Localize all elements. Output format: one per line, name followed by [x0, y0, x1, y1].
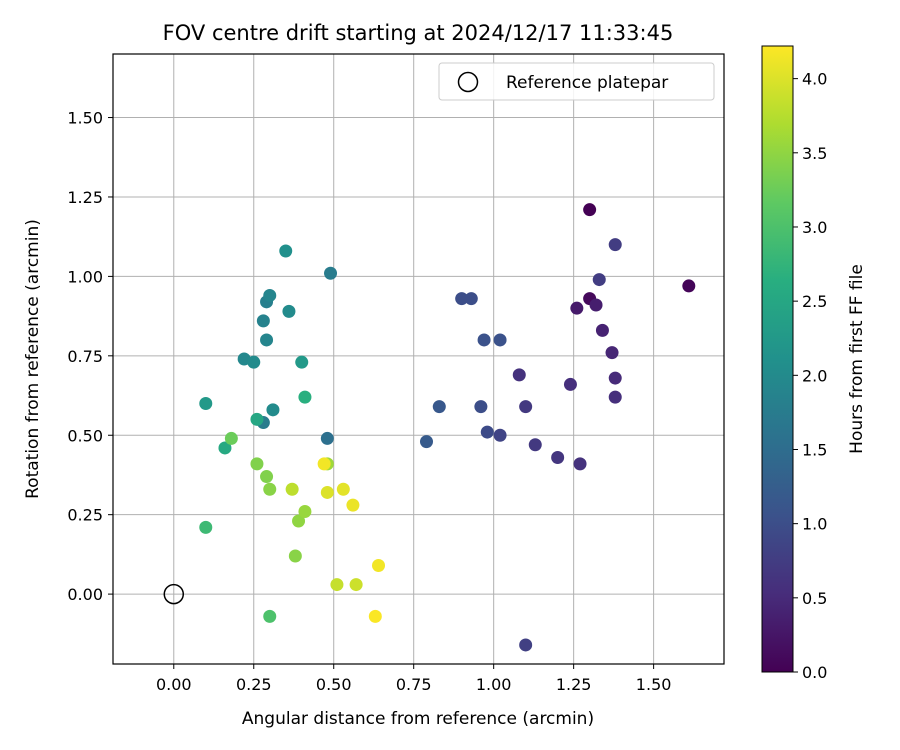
y-tick-label: 0.50	[67, 426, 103, 445]
data-point	[608, 371, 622, 385]
data-point	[199, 520, 213, 534]
data-point	[608, 238, 622, 252]
data-point	[324, 266, 338, 280]
data-point	[218, 441, 232, 455]
data-point	[263, 288, 277, 302]
legend-box	[438, 62, 715, 101]
data-point	[266, 403, 280, 417]
data-point	[250, 412, 264, 426]
data-point	[295, 355, 309, 369]
plot-frame	[112, 53, 725, 665]
data-point	[512, 368, 526, 382]
data-point	[292, 514, 306, 528]
data-point	[288, 549, 302, 563]
data-point	[346, 498, 360, 512]
data-point	[263, 482, 277, 496]
data-point	[519, 400, 533, 414]
data-point	[493, 333, 507, 347]
x-tick-label: 0.75	[396, 675, 432, 694]
data-point	[298, 390, 312, 404]
data-point	[260, 333, 274, 347]
colorbar-tick-label: 0.5	[802, 589, 827, 608]
data-point	[519, 638, 533, 652]
data-point	[595, 323, 609, 337]
y-axis-ticks: 0.00 0.25 0.50 0.75 1.00 1.25 1.50	[67, 109, 113, 604]
legend: Reference platepar	[438, 62, 715, 101]
data-point	[224, 431, 238, 445]
y-axis-label: Rotation from reference (arcmin)	[23, 219, 43, 499]
data-point	[263, 609, 277, 623]
colorbar-label: Hours from first FF file	[847, 264, 867, 454]
data-point	[419, 435, 433, 449]
data-point	[368, 609, 382, 623]
legend-entry-reference: Reference platepar	[506, 73, 668, 93]
data-point	[477, 333, 491, 347]
data-point	[317, 457, 331, 471]
data-point	[592, 273, 606, 287]
colorbar-tick-label: 1.5	[802, 440, 827, 459]
data-point	[279, 244, 293, 258]
x-tick-label: 1.00	[476, 675, 512, 694]
data-point	[589, 298, 603, 312]
data-point	[320, 431, 334, 445]
data-point	[298, 505, 312, 518]
data-point	[330, 578, 344, 592]
data-point	[493, 428, 507, 442]
x-tick-label: 1.25	[556, 675, 592, 694]
colorbar-tick-label: 2.0	[802, 366, 827, 385]
colorbar-tick-label: 2.5	[802, 292, 827, 311]
data-point	[682, 279, 696, 293]
data-point	[432, 400, 446, 414]
reference-platepar-marker	[163, 583, 185, 605]
legend-reference-marker	[457, 71, 479, 93]
data-point	[608, 390, 622, 404]
colorbar-ticks: 0.0 0.5 1.0 1.5 2.0 2.5 3.0 3.5 4.0	[793, 70, 827, 682]
chart-title: FOV centre drift starting at 2024/12/17 …	[163, 21, 674, 45]
colorbar-tick-label: 0.0	[802, 663, 827, 682]
data-point	[474, 400, 488, 414]
data-point	[480, 425, 494, 439]
y-tick-label: 0.75	[67, 347, 103, 366]
data-point	[349, 578, 363, 592]
y-tick-label: 0.00	[67, 585, 103, 604]
colorbar-tick-label: 1.0	[802, 515, 827, 534]
data-points	[163, 203, 696, 652]
colorbar-tick-label: 4.0	[802, 70, 827, 89]
x-tick-label: 0.25	[236, 675, 272, 694]
data-point	[605, 346, 619, 360]
data-point	[455, 292, 469, 306]
data-point	[528, 438, 542, 452]
data-point	[570, 301, 584, 315]
data-point	[320, 485, 334, 499]
data-point	[285, 482, 299, 496]
data-point	[250, 457, 264, 471]
y-tick-label: 1.00	[67, 267, 103, 286]
x-axis-label: Angular distance from reference (arcmin)	[242, 709, 594, 729]
data-point	[573, 457, 587, 471]
x-tick-label: 0.50	[316, 675, 352, 694]
y-tick-label: 1.50	[67, 109, 103, 128]
data-point	[282, 304, 296, 318]
data-point	[464, 292, 478, 306]
data-point	[551, 450, 565, 464]
grid	[113, 54, 724, 664]
y-tick-label: 1.25	[67, 188, 103, 207]
data-point	[256, 314, 270, 328]
data-point	[336, 482, 350, 496]
x-tick-label: 0.00	[156, 675, 192, 694]
colorbar-tick-label: 3.0	[802, 218, 827, 237]
data-point	[199, 396, 213, 410]
data-point	[260, 470, 274, 484]
x-tick-label: 1.50	[636, 675, 672, 694]
data-point	[372, 559, 386, 573]
data-point	[247, 355, 261, 369]
y-tick-label: 0.25	[67, 506, 103, 525]
data-point	[583, 203, 597, 217]
colorbar: 0.0 0.5 1.0 1.5 2.0 2.5 3.0 3.5 4.0 Hours from f…	[761, 45, 867, 682]
colorbar-gradient	[761, 45, 794, 673]
data-point	[563, 377, 577, 391]
colorbar-tick-label: 3.5	[802, 144, 827, 163]
x-axis-ticks: 0.00 0.25 0.50 0.75 1.00 1.25 1.50	[156, 664, 671, 694]
